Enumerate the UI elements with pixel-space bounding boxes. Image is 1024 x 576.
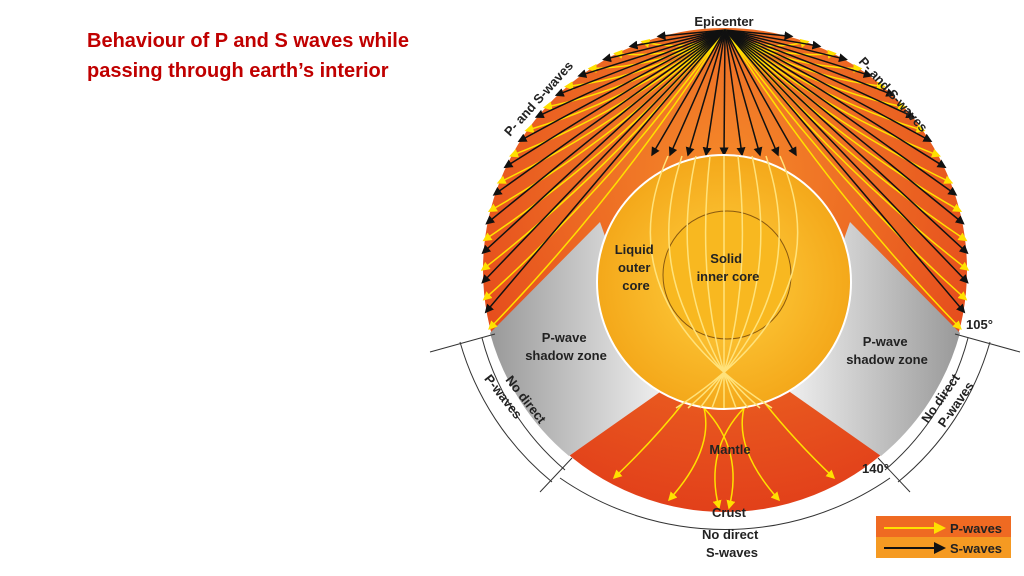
s-wave-ray <box>485 29 726 225</box>
deg-140-label: 140° <box>862 461 889 476</box>
p-wave-core-ray <box>699 155 762 409</box>
p-wave-core-ray <box>687 155 780 409</box>
p-wave-ray <box>724 29 962 330</box>
legend: P-waves S-waves <box>876 516 1011 558</box>
deg-105-label: 105° <box>966 317 993 332</box>
s-wave-ray <box>724 29 896 97</box>
p-wave-core-ray <box>675 155 799 409</box>
s-wave-ray <box>724 29 746 157</box>
s-wave-ray <box>481 29 726 284</box>
no-s-line-1: No direct <box>702 527 759 542</box>
s-wave-ray <box>577 29 726 78</box>
s-wave-ray <box>724 29 958 196</box>
s-wave-ray <box>724 29 797 157</box>
p-wave-core-ray <box>649 155 773 409</box>
shadow-right-line-2: shadow zone <box>846 352 928 367</box>
p-wave-core-ray <box>704 155 737 409</box>
s-wave-ray <box>602 29 726 63</box>
s-wave-ray <box>668 29 726 157</box>
title-line-2: passing through earth’s interior <box>87 60 389 82</box>
angle-markers <box>429 333 1021 530</box>
p-wave-ray <box>724 29 954 184</box>
shadow-left-label: P-wave shadow zone <box>525 330 607 363</box>
s-wave-ray <box>724 29 933 142</box>
outer-core-line-1: Liquid <box>615 242 654 257</box>
p-wave-core-ray <box>686 155 749 409</box>
p-wave-core-ray <box>711 155 744 409</box>
p-wave-ray <box>496 29 726 184</box>
s-wave-ray <box>534 29 726 119</box>
no-s-line-2: S-waves <box>706 545 758 560</box>
s-wave-ray <box>724 29 822 50</box>
mantle-label: Mantle <box>709 442 750 457</box>
epicenter-label: Epicenter <box>694 14 753 29</box>
p-wave-ray <box>724 29 968 242</box>
s-wave-ray <box>724 29 848 63</box>
s-wave-ray <box>724 29 763 157</box>
s-wave-ray <box>724 29 780 157</box>
core-rays <box>649 155 799 409</box>
p-wave-ray <box>703 407 736 510</box>
legend-s-label: S-waves <box>950 541 1002 556</box>
s-wave-ray <box>724 29 966 314</box>
shadow-right-line-1: P-wave <box>863 334 908 349</box>
inner-core-line-2: inner core <box>697 269 760 284</box>
p-wave-ray <box>763 401 836 480</box>
p-wave-ray <box>482 29 726 242</box>
s-wave-ray <box>724 29 947 169</box>
s-wave-ray <box>492 29 726 196</box>
outer-core-line-3: core <box>622 278 649 293</box>
s-wave-ray <box>481 29 726 255</box>
no-s-label: No direct S-waves <box>702 527 762 560</box>
s-wave-ray <box>724 29 965 225</box>
s-wave-ray <box>724 29 794 41</box>
wave-rays <box>480 29 970 510</box>
title-line-1: Behaviour of P and S waves while <box>87 30 409 52</box>
legend-p-label: P-waves <box>950 521 1002 536</box>
inner-core-line-1: Solid <box>710 251 742 266</box>
s-wave-ray <box>628 29 726 50</box>
s-wave-ray <box>656 29 726 41</box>
inner-core-label: Solid inner core <box>697 251 760 284</box>
s-wave-ray <box>685 29 726 157</box>
s-wave-ray <box>517 29 726 142</box>
s-wave-ray <box>724 29 969 255</box>
shadow-left-line-1: P-wave <box>542 330 587 345</box>
s-wave-ray <box>484 29 726 314</box>
p-wave-ray <box>724 29 968 301</box>
outer-core-line-2: outer <box>618 260 651 275</box>
s-wave-ray <box>724 29 916 119</box>
shadow-left-line-2: shadow zone <box>525 348 607 363</box>
shadow-right-label: P-wave shadow zone <box>846 334 928 367</box>
outer-core-label: Liquid outer core <box>615 242 658 293</box>
p-wave-ray <box>667 407 707 502</box>
s-wave-ray <box>719 29 729 157</box>
p-wave-ray <box>487 29 726 212</box>
s-wave-ray <box>503 29 726 169</box>
s-wave-ray <box>554 29 726 97</box>
crust-label: Crust <box>712 505 747 520</box>
p-wave-ray <box>488 29 726 330</box>
p-wave-ray <box>612 401 685 480</box>
s-wave-ray <box>724 29 969 284</box>
p-wave-ray <box>741 407 781 502</box>
slide-title: Behaviour of P and S waves while passing… <box>87 26 409 86</box>
p-wave-ray <box>712 407 745 510</box>
s-wave-ray <box>651 29 726 157</box>
p-wave-core-ray <box>668 155 761 409</box>
s-wave-ray <box>724 29 873 78</box>
p-wave-ray <box>482 29 726 301</box>
p-wave-ray <box>724 29 963 212</box>
s-wave-ray <box>702 29 726 157</box>
